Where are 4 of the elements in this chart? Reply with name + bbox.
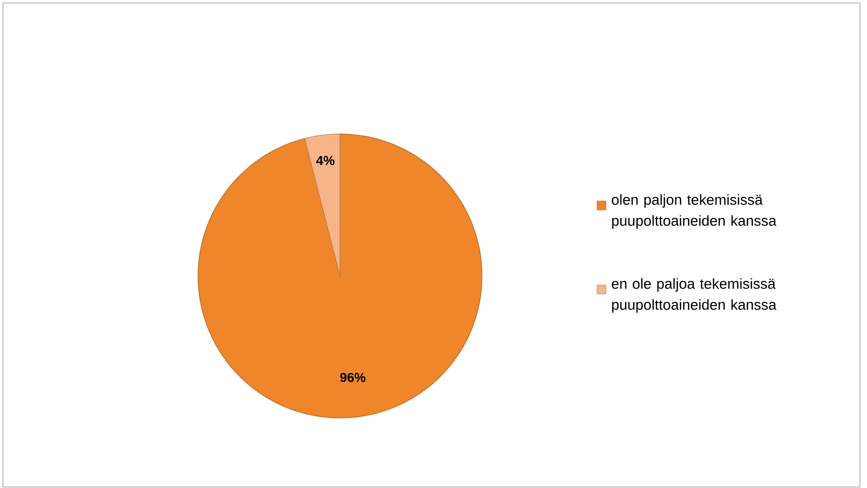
data-label: 96%: [340, 372, 366, 382]
data-label: 4%: [316, 156, 334, 166]
legend-label: en ole paljoa tekemisissä puupolttoaineiden kanssa: [612, 278, 776, 313]
legend-label: olen paljon tekemisissä puupolttoaineiden kanssa: [612, 194, 776, 229]
